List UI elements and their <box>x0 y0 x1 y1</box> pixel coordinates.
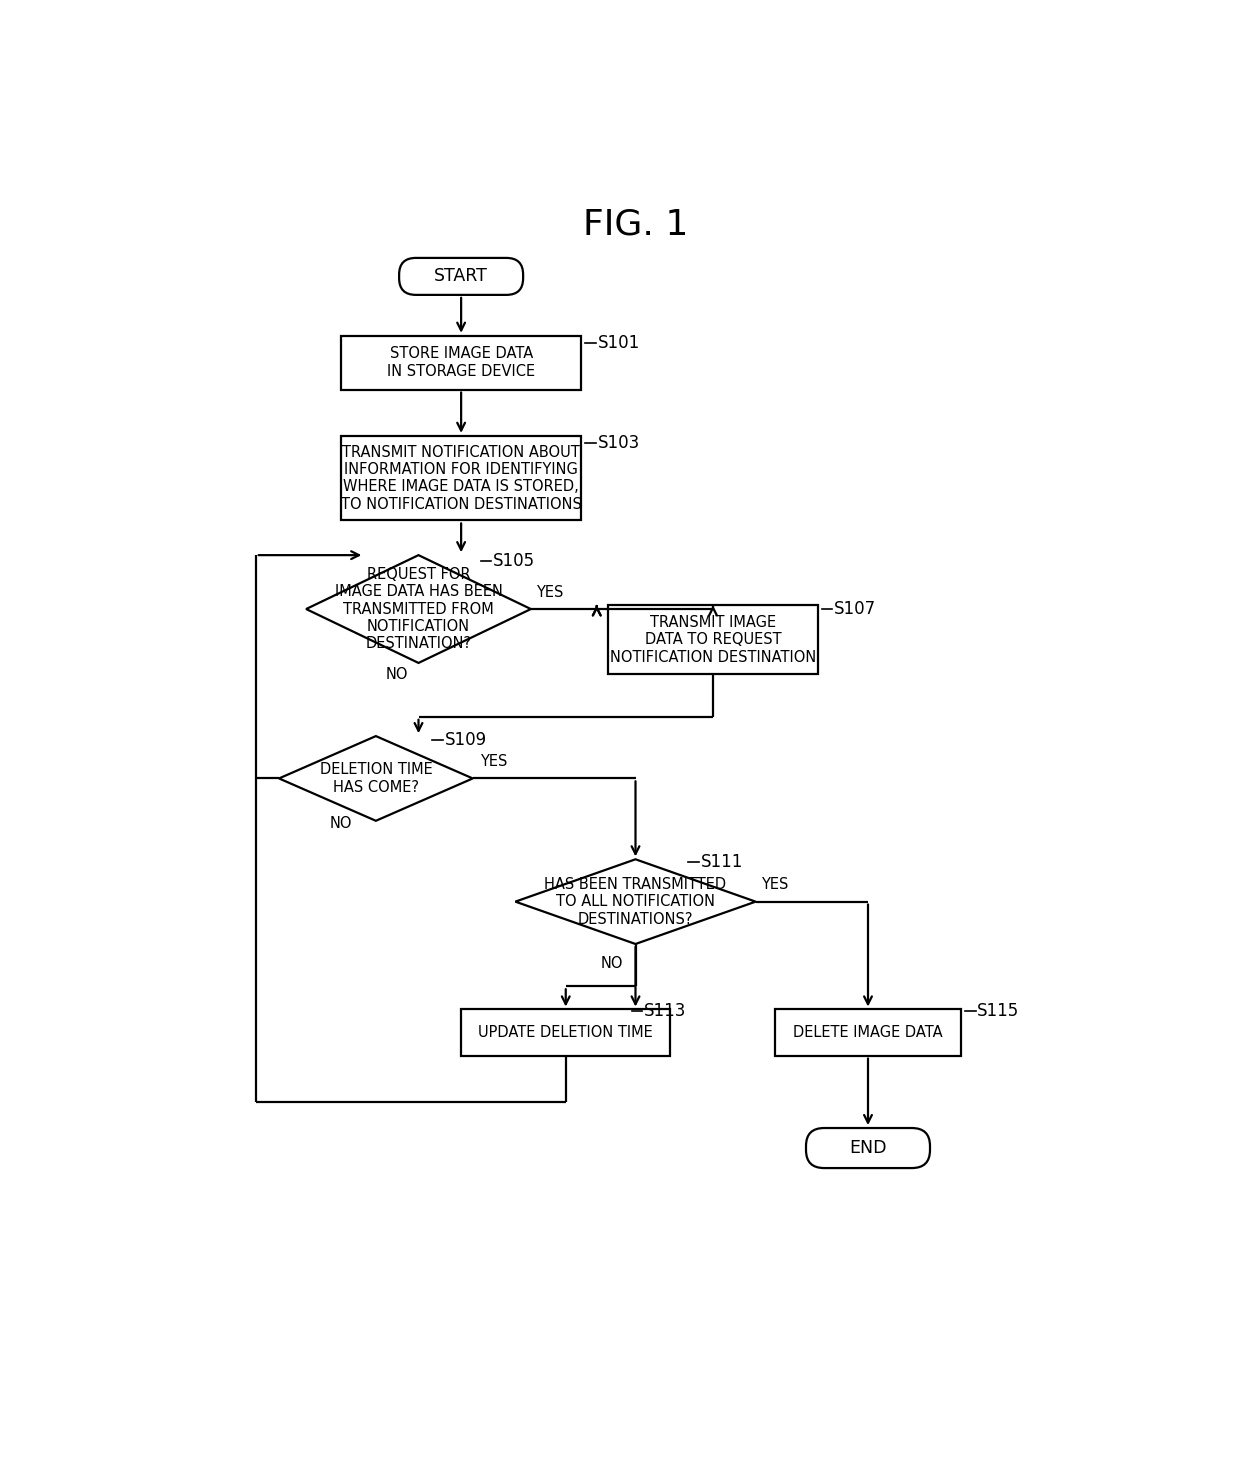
Text: S101: S101 <box>598 335 640 353</box>
Text: S103: S103 <box>598 434 640 452</box>
Text: NO: NO <box>386 667 408 682</box>
Text: S109: S109 <box>445 731 487 748</box>
Text: S111: S111 <box>701 852 743 870</box>
Text: HAS BEEN TRANSMITTED
TO ALL NOTIFICATION
DESTINATIONS?: HAS BEEN TRANSMITTED TO ALL NOTIFICATION… <box>544 877 727 926</box>
Text: YES: YES <box>481 754 508 769</box>
Bar <box>609 605 817 674</box>
Text: UPDATE DELETION TIME: UPDATE DELETION TIME <box>479 1026 653 1040</box>
Text: NO: NO <box>330 815 352 830</box>
Bar <box>341 436 582 520</box>
Polygon shape <box>516 860 755 944</box>
Text: STORE IMAGE DATA
IN STORAGE DEVICE: STORE IMAGE DATA IN STORAGE DEVICE <box>387 347 536 379</box>
FancyBboxPatch shape <box>806 1128 930 1168</box>
Text: S107: S107 <box>833 600 875 618</box>
Text: REQUEST FOR
IMAGE DATA HAS BEEN
TRANSMITTED FROM
NOTIFICATION
DESTINATION?: REQUEST FOR IMAGE DATA HAS BEEN TRANSMIT… <box>335 566 502 652</box>
Text: S113: S113 <box>644 1002 687 1020</box>
Bar <box>341 336 582 390</box>
Polygon shape <box>306 556 531 662</box>
Text: DELETION TIME
HAS COME?: DELETION TIME HAS COME? <box>320 762 433 794</box>
Text: START: START <box>434 267 489 286</box>
Text: YES: YES <box>536 585 564 600</box>
Bar <box>461 1009 671 1055</box>
Polygon shape <box>279 737 472 821</box>
Text: S115: S115 <box>977 1002 1019 1020</box>
Text: FIG. 1: FIG. 1 <box>583 207 688 242</box>
FancyBboxPatch shape <box>399 258 523 295</box>
Text: DELETE IMAGE DATA: DELETE IMAGE DATA <box>794 1026 942 1040</box>
Text: YES: YES <box>761 877 789 892</box>
Text: TRANSMIT IMAGE
DATA TO REQUEST
NOTIFICATION DESTINATION: TRANSMIT IMAGE DATA TO REQUEST NOTIFICAT… <box>610 615 816 665</box>
Text: S105: S105 <box>494 553 534 571</box>
Text: TRANSMIT NOTIFICATION ABOUT
INFORMATION FOR IDENTIFYING
WHERE IMAGE DATA IS STOR: TRANSMIT NOTIFICATION ABOUT INFORMATION … <box>341 445 582 511</box>
Text: NO: NO <box>600 956 624 971</box>
Text: END: END <box>849 1140 887 1157</box>
Bar <box>775 1009 961 1055</box>
